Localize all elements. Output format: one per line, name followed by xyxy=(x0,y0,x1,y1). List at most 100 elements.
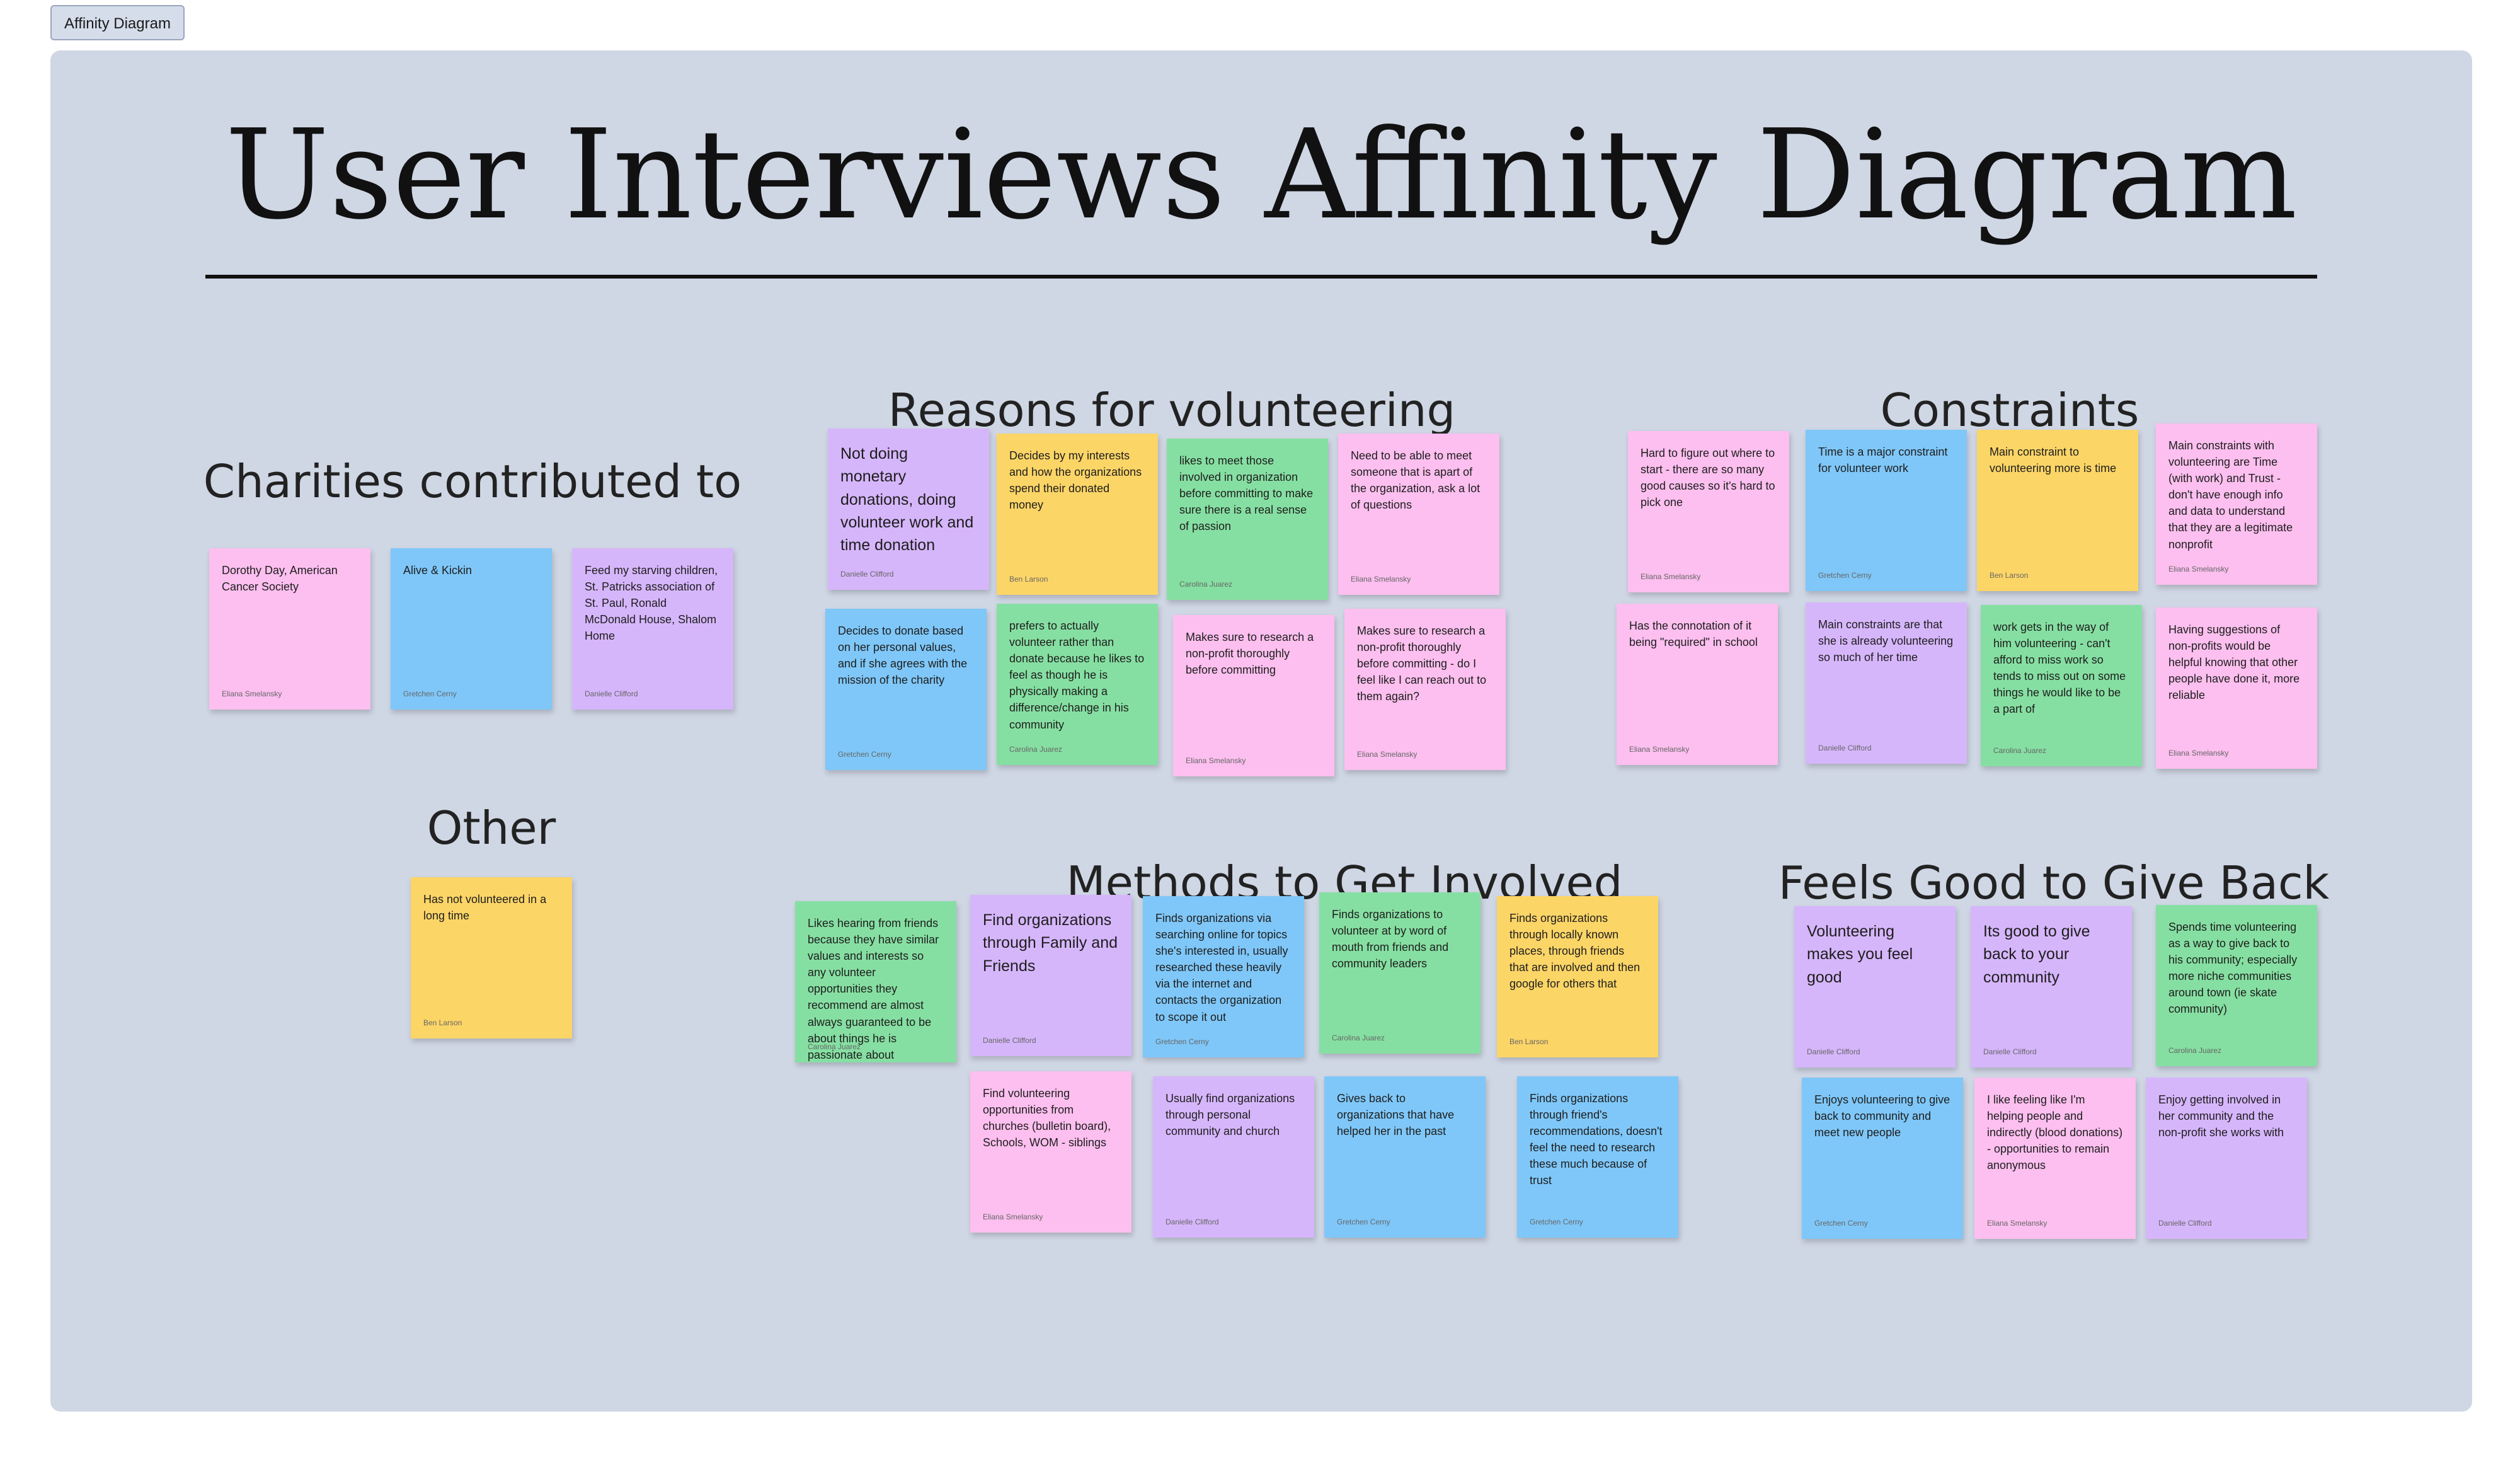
affinity-diagram-tab[interactable]: Affinity Diagram xyxy=(50,5,185,40)
sticky-note-feels[interactable]: Enjoys volunteering to give back to comm… xyxy=(1802,1078,1963,1239)
sticky-note-text: Hard to figure out where to start - ther… xyxy=(1641,447,1775,509)
sticky-note-text: Usually find organizations through perso… xyxy=(1166,1092,1295,1138)
sticky-note-text: Its good to give back to your community xyxy=(1983,923,2090,986)
heading-constraints: Constraints xyxy=(1880,384,2139,437)
sticky-note-author: Ben Larson xyxy=(1990,571,2029,580)
sticky-note-text: Finds organizations through friend's rec… xyxy=(1530,1092,1663,1187)
sticky-note-text: Alive & Kickin xyxy=(403,564,472,577)
sticky-note-feels[interactable]: Spends time volunteering as a way to giv… xyxy=(2156,905,2317,1066)
sticky-note-text: Finds organizations to volunteer at by w… xyxy=(1332,908,1449,970)
sticky-note-feels[interactable]: Volunteering makes you feel good Danielle… xyxy=(1794,906,1956,1068)
sticky-note-author: Danielle Clifford xyxy=(1818,744,1872,752)
sticky-note-constraints[interactable]: Main constraints with volunteering are T… xyxy=(2156,423,2317,585)
sticky-note-methods[interactable]: Finds organizations through locally know… xyxy=(1497,896,1658,1057)
sticky-note-reasons[interactable]: Not doing monetary donations, doing volu… xyxy=(828,429,989,590)
sticky-note-charities[interactable]: Alive & Kickin Gretchen Cerny xyxy=(391,548,552,710)
sticky-note-constraints[interactable]: Time is a major constraint for volunteer… xyxy=(1806,430,1967,591)
title-underline xyxy=(205,275,2317,279)
sticky-note-author: Eliana Smelansky xyxy=(1186,756,1246,765)
sticky-note-text: Main constraint to volunteering more is … xyxy=(1990,446,2117,475)
sticky-note-reasons[interactable]: likes to meet those involved in organiza… xyxy=(1167,439,1328,600)
sticky-note-text: Decides by my interests and how the orga… xyxy=(1009,449,1142,512)
sticky-note-author: Gretchen Cerny xyxy=(1818,571,1872,580)
sticky-note-text: Feed my starving children, St. Patricks … xyxy=(585,564,718,643)
sticky-note-text: I like feeling like I'm helping people a… xyxy=(1987,1093,2123,1172)
sticky-note-author: Eliana Smelansky xyxy=(1641,572,1701,581)
sticky-note-text: Main constraints are that she is already… xyxy=(1818,618,1954,664)
sticky-note-methods[interactable]: Find organizations through Family and Fr… xyxy=(970,895,1131,1056)
sticky-note-author: Eliana Smelansky xyxy=(1629,745,1690,754)
sticky-note-author: Gretchen Cerny xyxy=(1337,1217,1390,1226)
sticky-note-text: prefers to actually volunteer rather tha… xyxy=(1009,619,1145,731)
sticky-note-charities[interactable]: Feed my starving children, St. Patricks … xyxy=(572,548,733,710)
sticky-note-reasons[interactable]: Need to be able to meet someone that is … xyxy=(1338,434,1499,595)
sticky-note-text: Finds organizations via searching online… xyxy=(1155,912,1288,1023)
sticky-note-methods[interactable]: Gives back to organizations that have he… xyxy=(1324,1076,1486,1238)
sticky-note-author: Gretchen Cerny xyxy=(1530,1217,1583,1226)
sticky-note-text: Main constraints with volunteering are T… xyxy=(2168,439,2293,551)
heading-other: Other xyxy=(427,802,556,855)
sticky-note-text: Not doing monetary donations, doing volu… xyxy=(840,445,974,554)
sticky-note-reasons[interactable]: Makes sure to research a non-profit thor… xyxy=(1173,615,1334,776)
sticky-note-text: Spends time volunteering as a way to giv… xyxy=(2168,921,2298,1016)
sticky-note-author: Eliana Smelansky xyxy=(1357,750,1418,759)
sticky-note-text: Makes sure to research a non-profit thor… xyxy=(1186,631,1314,677)
sticky-note-text: Dorothy Day, American Cancer Society xyxy=(222,564,338,594)
sticky-note-author: Carolina Juarez xyxy=(2168,1046,2222,1055)
sticky-note-text: Time is a major constraint for volunteer… xyxy=(1818,446,1948,475)
sticky-note-reasons[interactable]: Makes sure to research a non-profit thor… xyxy=(1344,609,1506,770)
sticky-note-text: Find organizations through Family and Fr… xyxy=(983,911,1118,975)
sticky-note-author: Carolina Juarez xyxy=(1009,745,1063,754)
sticky-note-author: Carolina Juarez xyxy=(1332,1033,1385,1042)
sticky-note-text: Need to be able to meet someone that is … xyxy=(1351,449,1480,512)
sticky-note-methods[interactable]: Finds organizations to volunteer at by w… xyxy=(1319,892,1480,1054)
sticky-note-author: Gretchen Cerny xyxy=(1155,1037,1209,1046)
sticky-note-methods[interactable]: Finds organizations via searching online… xyxy=(1143,896,1304,1057)
sticky-note-methods[interactable]: Usually find organizations through perso… xyxy=(1153,1076,1314,1238)
sticky-note-text: Enjoys volunteering to give back to comm… xyxy=(1814,1093,1950,1139)
heading-feels: Feels Good to Give Back xyxy=(1778,856,2330,909)
sticky-note-author: Gretchen Cerny xyxy=(403,689,457,698)
sticky-note-author: Ben Larson xyxy=(423,1018,462,1027)
sticky-note-constraints[interactable]: Having suggestions of non-profits would … xyxy=(2156,607,2317,769)
sticky-note-author: Carolina Juarez xyxy=(1993,746,2047,755)
sticky-note-feels[interactable]: Its good to give back to your community D… xyxy=(1971,906,2132,1068)
sticky-note-other[interactable]: Has not volunteered in a long time Ben La… xyxy=(411,877,572,1039)
sticky-note-methods[interactable]: Likes hearing from friends because they … xyxy=(795,901,956,1062)
sticky-note-author: Eliana Smelansky xyxy=(2168,749,2229,757)
sticky-note-charities[interactable]: Dorothy Day, American Cancer Society Elia… xyxy=(209,548,370,710)
sticky-note-constraints[interactable]: Main constraints are that she is already… xyxy=(1806,602,1967,764)
sticky-note-methods[interactable]: Find volunteering opportunities from chu… xyxy=(970,1071,1131,1233)
sticky-note-author: Danielle Clifford xyxy=(1807,1047,1860,1056)
sticky-note-reasons[interactable]: Decides by my interests and how the orga… xyxy=(997,434,1158,595)
sticky-note-author: Danielle Clifford xyxy=(983,1036,1036,1045)
sticky-note-author: Danielle Clifford xyxy=(1983,1047,2037,1056)
sticky-note-text: Enjoy getting involved in her community … xyxy=(2158,1093,2284,1139)
sticky-note-text: Makes sure to research a non-profit thor… xyxy=(1357,625,1487,703)
sticky-note-constraints[interactable]: work gets in the way of him volunteering… xyxy=(1981,605,2142,766)
sticky-note-constraints[interactable]: Has the connotation of it being "require… xyxy=(1617,604,1778,765)
sticky-note-author: Danielle Clifford xyxy=(1166,1217,1219,1226)
sticky-note-text: work gets in the way of him volunteering… xyxy=(1993,621,2126,716)
sticky-note-text: Likes hearing from friends because they … xyxy=(808,917,939,1061)
sticky-note-author: Carolina Juarez xyxy=(808,1042,861,1051)
heading-reasons: Reasons for volunteering xyxy=(888,384,1456,437)
sticky-note-author: Danielle Clifford xyxy=(2158,1219,2212,1228)
sticky-note-feels[interactable]: Enjoy getting involved in her community … xyxy=(2146,1078,2307,1239)
sticky-note-reasons[interactable]: Decides to donate based on her personal … xyxy=(825,609,987,770)
sticky-note-text: Decides to donate based on her personal … xyxy=(838,625,968,687)
sticky-note-text: Finds organizations through locally know… xyxy=(1509,912,1641,991)
heading-charities: Charities contributed to xyxy=(203,455,742,508)
sticky-note-methods[interactable]: Finds organizations through friend's rec… xyxy=(1517,1076,1678,1238)
sticky-note-constraints[interactable]: Hard to figure out where to start - ther… xyxy=(1628,431,1789,592)
sticky-note-reasons[interactable]: prefers to actually volunteer rather tha… xyxy=(997,604,1158,765)
sticky-note-feels[interactable]: I like feeling like I'm helping people a… xyxy=(1974,1078,2136,1239)
sticky-note-author: Gretchen Cerny xyxy=(838,750,891,759)
sticky-note-constraints[interactable]: Main constraint to volunteering more is … xyxy=(1977,430,2138,591)
sticky-note-author: Eliana Smelansky xyxy=(222,689,282,698)
sticky-note-author: Gretchen Cerny xyxy=(1814,1219,1868,1228)
sticky-note-author: Eliana Smelansky xyxy=(983,1212,1043,1221)
sticky-note-text: Find volunteering opportunities from chu… xyxy=(983,1087,1111,1149)
sticky-note-text: Has not volunteered in a long time xyxy=(423,893,547,923)
sticky-note-author: Carolina Juarez xyxy=(1179,580,1233,589)
